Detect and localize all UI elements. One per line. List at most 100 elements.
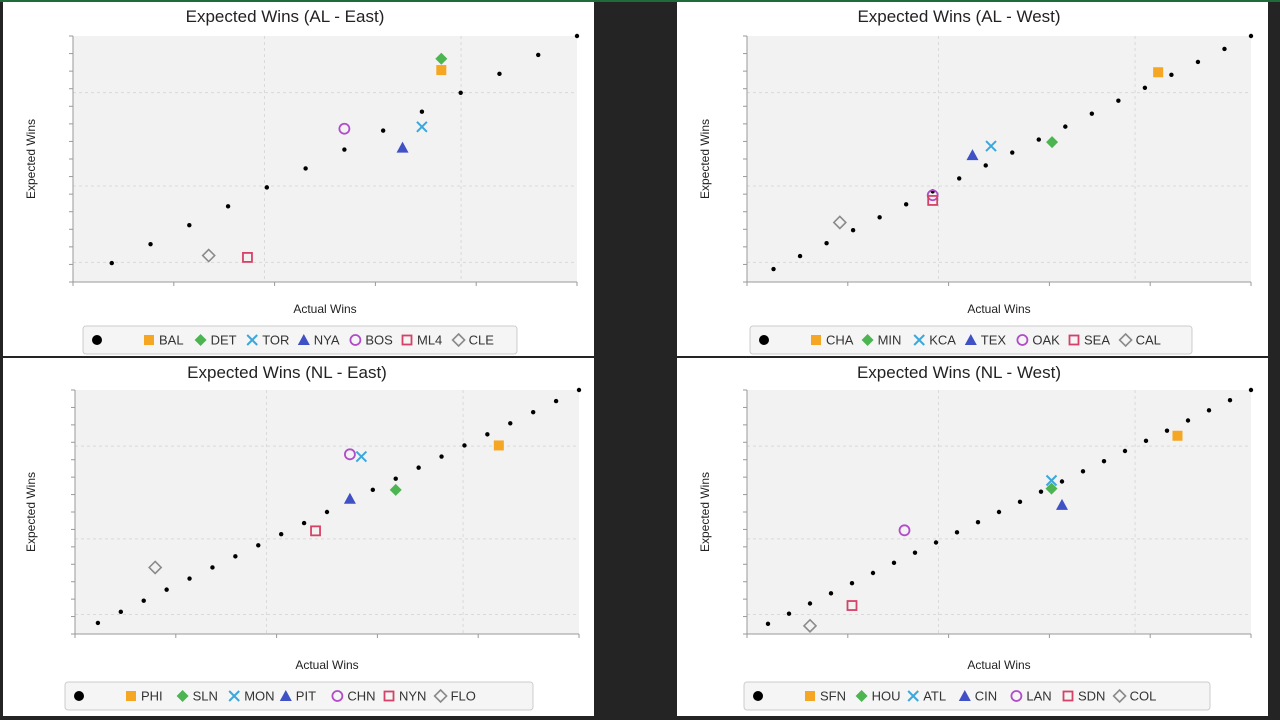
reference-point — [1017, 499, 1023, 505]
legend-bal-square-marker — [144, 335, 154, 345]
point-sdn-hollow-square-marker — [846, 600, 858, 611]
reference-point — [870, 570, 876, 576]
reference-point — [485, 432, 490, 437]
point-flo-hollow-diamond-marker — [148, 560, 163, 575]
point-phi-square-marker — [493, 440, 504, 451]
scatter-chart: Expected Wins (AL - West) Actual Wins Expe… — [698, 7, 1254, 355]
reference-point — [342, 147, 347, 152]
reference-point — [1142, 85, 1148, 90]
reference-point — [497, 71, 502, 77]
reference-point — [957, 176, 962, 181]
legend-label: BOS — [365, 333, 393, 348]
reference-point — [877, 215, 882, 220]
legend-label: SDN — [1078, 689, 1105, 704]
legend-label: TEX — [981, 333, 1007, 348]
reference-point — [1116, 98, 1121, 103]
legend-lan-circle-marker — [1010, 690, 1023, 702]
legend-label: PIT — [296, 689, 316, 704]
reference-point — [1059, 479, 1065, 484]
reference-point — [380, 128, 386, 133]
legend-label: SEA — [1084, 333, 1110, 348]
point-sfn-square-marker — [1172, 430, 1183, 441]
legend-label: BAL — [159, 333, 184, 348]
reference-point — [1195, 59, 1201, 65]
plot-area — [73, 36, 577, 282]
x-axis-label: Actual Wins — [967, 658, 1030, 672]
point-cle-hollow-diamond-marker — [201, 248, 216, 263]
point-tor-x-marker — [416, 121, 428, 133]
legend-bos-circle-marker — [349, 334, 362, 346]
reference-point — [1063, 124, 1068, 129]
legend-label: ML4 — [417, 333, 442, 348]
point-ml4-hollow-square-marker — [242, 251, 253, 263]
legend-label: DET — [211, 333, 237, 348]
point-bal-square-marker — [436, 65, 447, 76]
legend-label: KCA — [929, 333, 956, 348]
reference-point — [536, 52, 541, 58]
reference-point — [850, 228, 856, 233]
legend-ml4-hollow-square-marker — [401, 334, 413, 346]
y-axis-label: Expected Wins — [24, 472, 38, 552]
legend-oak-circle-marker — [1016, 334, 1029, 346]
reference-point — [439, 454, 444, 459]
x-axis-label: Actual Wins — [293, 302, 356, 316]
legend-label: CAL — [1136, 333, 1161, 348]
reference-point — [553, 398, 559, 404]
reference-point — [508, 421, 513, 426]
reference-point — [109, 260, 114, 266]
legend-cle-hollow-diamond-marker — [451, 332, 466, 348]
legend-sdn-hollow-square-marker — [1062, 690, 1074, 702]
legend-cin-triangle-marker — [958, 690, 971, 701]
legend-label: NYN — [399, 689, 426, 704]
reference-point — [996, 509, 1002, 515]
point-kca-x-marker — [985, 140, 997, 152]
point-nyn-hollow-square-marker — [310, 525, 321, 537]
reference-point — [1227, 397, 1233, 403]
reference-point — [324, 509, 330, 515]
reference-point — [530, 409, 536, 415]
chart-title: Expected Wins (NL - West) — [857, 363, 1061, 382]
chart-title: Expected Wins (AL - West) — [857, 7, 1060, 26]
legend-reference-marker — [759, 335, 769, 345]
legend-reference-marker — [74, 691, 84, 701]
point-cal-hollow-diamond-marker — [832, 215, 847, 230]
point-sln-diamond-marker — [389, 483, 402, 496]
reference-point — [419, 109, 425, 114]
legend-label: COL — [1130, 689, 1157, 704]
legend-label: CLE — [469, 333, 495, 348]
point-cin-triangle-marker — [1056, 498, 1068, 510]
chart-title: Expected Wins (NL - East) — [187, 363, 387, 382]
reference-point — [303, 166, 308, 171]
point-mon-x-marker — [355, 450, 368, 463]
legend-label: OAK — [1032, 333, 1060, 348]
reference-point — [828, 591, 834, 596]
legend-label: SFN — [820, 689, 846, 704]
legend-label: LAN — [1026, 689, 1051, 704]
window-top-border — [0, 0, 1280, 2]
y-axis-label: Expected Wins — [24, 119, 38, 199]
reference-point — [1248, 33, 1254, 39]
legend-label: CHN — [347, 689, 375, 704]
chart-panel-nl-east: Expected Wins (NL - East) Actual Wins Expe… — [3, 358, 594, 716]
reference-point — [954, 530, 960, 535]
legend-label: FLO — [451, 689, 476, 704]
legend-min-diamond-marker — [861, 334, 874, 346]
scatter-chart: Expected Wins (NL - East) Actual Wins Expe… — [24, 363, 582, 711]
legend-pit-triangle-marker — [279, 690, 292, 701]
reference-point — [1185, 418, 1191, 423]
chart-panel-al-east: Expected Wins (AL - East) Actual Wins Expe… — [3, 2, 594, 356]
reference-point — [416, 465, 421, 470]
legend-label: MON — [244, 689, 274, 704]
reference-point — [849, 580, 855, 586]
reference-point — [1080, 469, 1086, 474]
legend-cal-hollow-diamond-marker — [1118, 332, 1133, 348]
legend-box — [743, 681, 1211, 711]
reference-point — [891, 560, 897, 566]
legend-label: NYA — [314, 333, 340, 348]
reference-point — [912, 550, 918, 555]
legend-kca-x-marker — [913, 334, 925, 346]
reference-point — [370, 487, 376, 493]
x-axis-label: Actual Wins — [967, 302, 1030, 316]
reference-point — [148, 241, 153, 247]
legend-col-hollow-diamond-marker — [1112, 688, 1127, 704]
